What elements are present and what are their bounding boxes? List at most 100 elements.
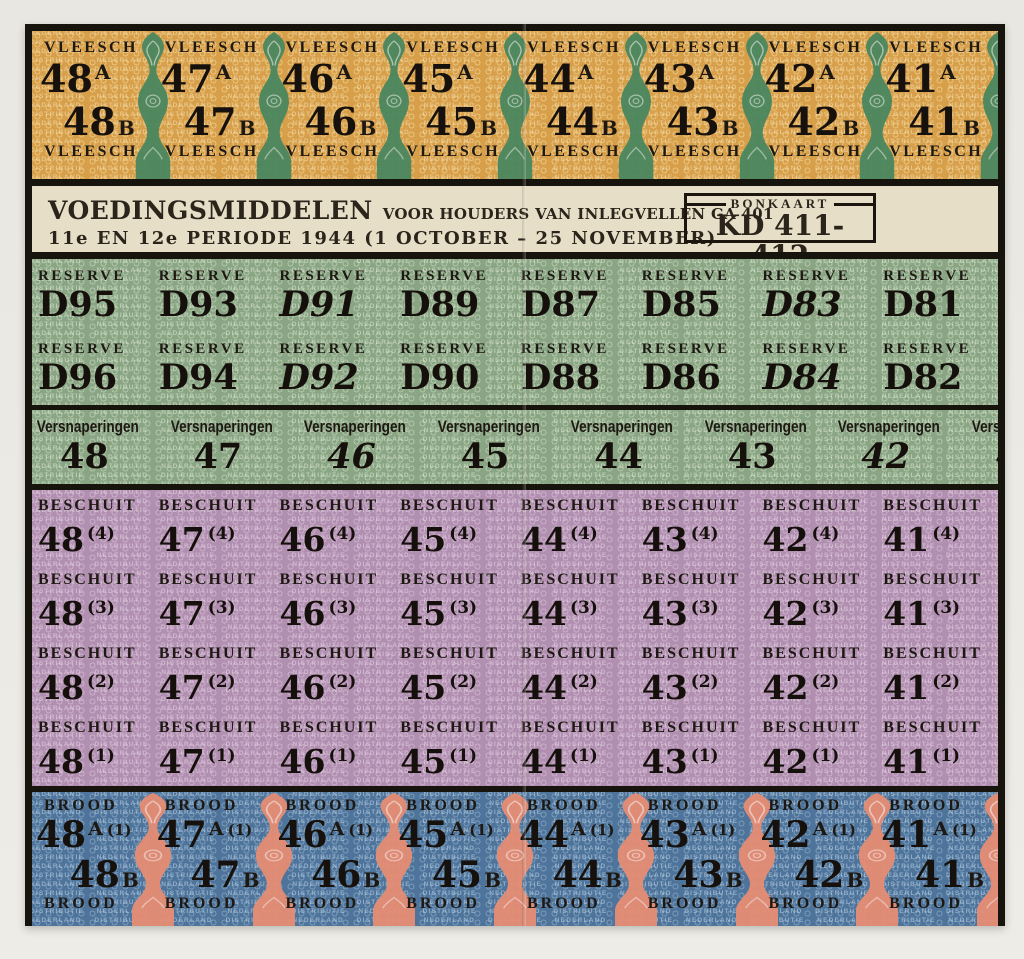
vleesch-coupon-b: 42 B (757, 101, 878, 143)
beschuit-ticket-s1-7: BESCHUIT 41 (1) (877, 712, 998, 786)
vleesch-coupon-a: 47 A (153, 58, 274, 100)
reserve-ticket-r2-3: RESERVE D90 (394, 332, 515, 405)
versnaperingen-label: Versnaperingen (704, 417, 807, 436)
vleesch-label-bottom: VLEESCH (406, 143, 501, 160)
vleesch-label-bottom: VLEESCH (889, 143, 984, 160)
brood-coupon-a: 41 A (1) (877, 815, 998, 855)
coupon-suffix-b: B (117, 116, 135, 140)
brood-label-bottom: BROOD (527, 895, 601, 912)
vleesch-row: VLEESCH 48 A 48 B VLEESCH VLEESCH 47 A 47 B … (32, 31, 998, 179)
beschuit-coupon: 46 (4) (274, 515, 395, 559)
coupon-superscript: (1) (690, 746, 719, 766)
reserve-label: RESERVE (400, 268, 489, 284)
beschuit-ticket-s2-5: BESCHUIT 43 (2) (636, 638, 757, 712)
coupon-superscript: (2) (690, 672, 719, 692)
divider-bar (32, 179, 998, 186)
beschuit-ticket-s3-5: BESCHUIT 43 (3) (636, 564, 757, 638)
versnaperingen-ticket-1: Versnaperingen 47 (166, 410, 300, 484)
brood-coupon-a: 43 A (1) (636, 815, 757, 855)
beschuit-row-1: BESCHUIT 48 (1) BESCHUIT 47 (1) BESCHUIT 4… (32, 712, 998, 786)
beschuit-coupon: 43 (2) (636, 663, 757, 707)
beschuit-label: BESCHUIT (158, 497, 258, 514)
coupon-number: 43 (641, 742, 688, 781)
beschuit-label: BESCHUIT (400, 645, 499, 662)
coupon-superscript: (1) (86, 746, 115, 766)
coupon-number: 46 (304, 99, 358, 144)
beschuit-ticket-s4-5: BESCHUIT 43 (4) (636, 490, 757, 564)
bonkaart-number: KD 411-412 (715, 209, 845, 253)
beschuit-coupon: 48 (4) (32, 515, 153, 559)
versnaperingen-row: Versnaperingen 48 Versnaperingen 47 Vers… (32, 410, 998, 484)
beschuit-coupon: 44 (1) (515, 737, 636, 781)
period-line: 11e EN 12e PERIODE 1944 (1 OCTOBER – 25 … (48, 228, 717, 249)
beschuit-label: BESCHUIT (762, 497, 862, 514)
coupon-superscript: (1) (227, 821, 253, 839)
coupon-superscript: (3) (86, 598, 115, 618)
coupon-number: 44 (594, 436, 643, 477)
coupon-suffix-a: A (329, 818, 345, 840)
coupon-superscript: (3) (811, 598, 840, 618)
vleesch-ticket-2: VLEESCH 46 A 46 B VLEESCH (274, 31, 413, 179)
beschuit-ticket-s4-6: BESCHUIT 42 (4) (757, 490, 878, 564)
coupon-number: 43 (641, 668, 688, 707)
coupon-number: 45 (425, 99, 479, 144)
beschuit-label: BESCHUIT (521, 497, 620, 514)
beschuit-label: BESCHUIT (883, 719, 982, 736)
beschuit-ticket-s1-4: BESCHUIT 44 (1) (515, 712, 636, 786)
coupon-number: 43 (641, 594, 688, 633)
section-header: VOEDINGSMIDDELEN VOOR HOUDERS VAN INLEGVE… (32, 186, 998, 252)
vleesch-label-top: VLEESCH (44, 39, 138, 56)
beschuit-ticket-s3-0: BESCHUIT 48 (3) (32, 564, 153, 638)
coupon-superscript: (2) (328, 672, 357, 692)
versnaperingen-ticket-0: Versnaperingen 48 (32, 410, 166, 484)
coupon-suffix-a: A (933, 818, 949, 840)
beschuit-label: BESCHUIT (521, 645, 620, 662)
brood-ticket-2: BROOD 46 A (1) 46 B BROOD (274, 792, 417, 926)
beschuit-ticket-s2-7: BESCHUIT 41 (2) (877, 638, 998, 712)
coupon-number: 41 (881, 814, 932, 856)
coupon-superscript: (1) (589, 821, 615, 839)
section-vleesch: NEDERLAND DISTRIBUTIE NEDERLAND DISTRIBU… (32, 31, 998, 179)
vleesch-ticket-4: VLEESCH 44 A 44 B VLEESCH (515, 31, 654, 179)
beschuit-ticket-s3-4: BESCHUIT 44 (3) (515, 564, 636, 638)
vleesch-coupon-a: 44 A (515, 58, 636, 100)
coupon-number: 48 (38, 742, 84, 781)
coupon-superscript: (2) (932, 672, 961, 692)
coupon-superscript: (1) (449, 746, 478, 766)
vleesch-ticket-1: VLEESCH 47 A 47 B VLEESCH (153, 31, 292, 179)
beschuit-label: BESCHUIT (641, 571, 741, 588)
vleesch-coupon-b: 41 B (877, 101, 998, 143)
brood-label-top: BROOD (285, 797, 360, 814)
ration-card: NEDERLAND DISTRIBUTIE NEDERLAND DISTRIBU… (25, 24, 1005, 926)
reserve-label: RESERVE (158, 341, 247, 357)
coupon-superscript: (3) (207, 598, 236, 618)
reserve-ticket-r2-6: RESERVE D84 (757, 332, 878, 405)
brood-label-top: BROOD (406, 797, 480, 814)
coupon-suffix-b: B (238, 116, 256, 140)
coupon-number: 47 (158, 594, 205, 633)
coupon-superscript: (4) (449, 524, 478, 544)
vleesch-coupon-a: 41 A (877, 58, 998, 100)
beschuit-row-3: BESCHUIT 48 (3) BESCHUIT 47 (3) BESCHUIT 4… (32, 564, 998, 638)
brood-label-bottom: BROOD (285, 895, 360, 912)
beschuit-row-4: BESCHUIT 48 (4) BESCHUIT 47 (4) BESCHUIT 4… (32, 490, 998, 564)
coupon-superscript: (3) (569, 598, 598, 618)
coupon-number: 48 (38, 668, 84, 707)
coupon-superscript: (2) (811, 672, 840, 692)
coupon-superscript: (4) (932, 524, 961, 544)
coupon-suffix-a: A (698, 60, 715, 84)
beschuit-label: BESCHUIT (158, 645, 258, 662)
reserve-code: D82 (883, 357, 963, 398)
section-reserve: NEDERLAND DISTRIBUTIE NEDERLAND DISTRIBU… (32, 259, 998, 405)
coupon-number: 42 (762, 668, 809, 707)
coupon-number: 44 (521, 742, 567, 781)
beschuit-label: BESCHUIT (641, 719, 741, 736)
beschuit-coupon: 44 (2) (515, 663, 636, 707)
reserve-ticket-r2-5: RESERVE D86 (636, 332, 757, 405)
reserve-label: RESERVE (279, 268, 368, 284)
vleesch-label-top: VLEESCH (647, 39, 742, 56)
reserve-code: D81 (883, 284, 963, 325)
coupon-number: 43 (643, 56, 697, 101)
coupon-number: 47 (158, 668, 205, 707)
reserve-label: RESERVE (641, 341, 730, 357)
